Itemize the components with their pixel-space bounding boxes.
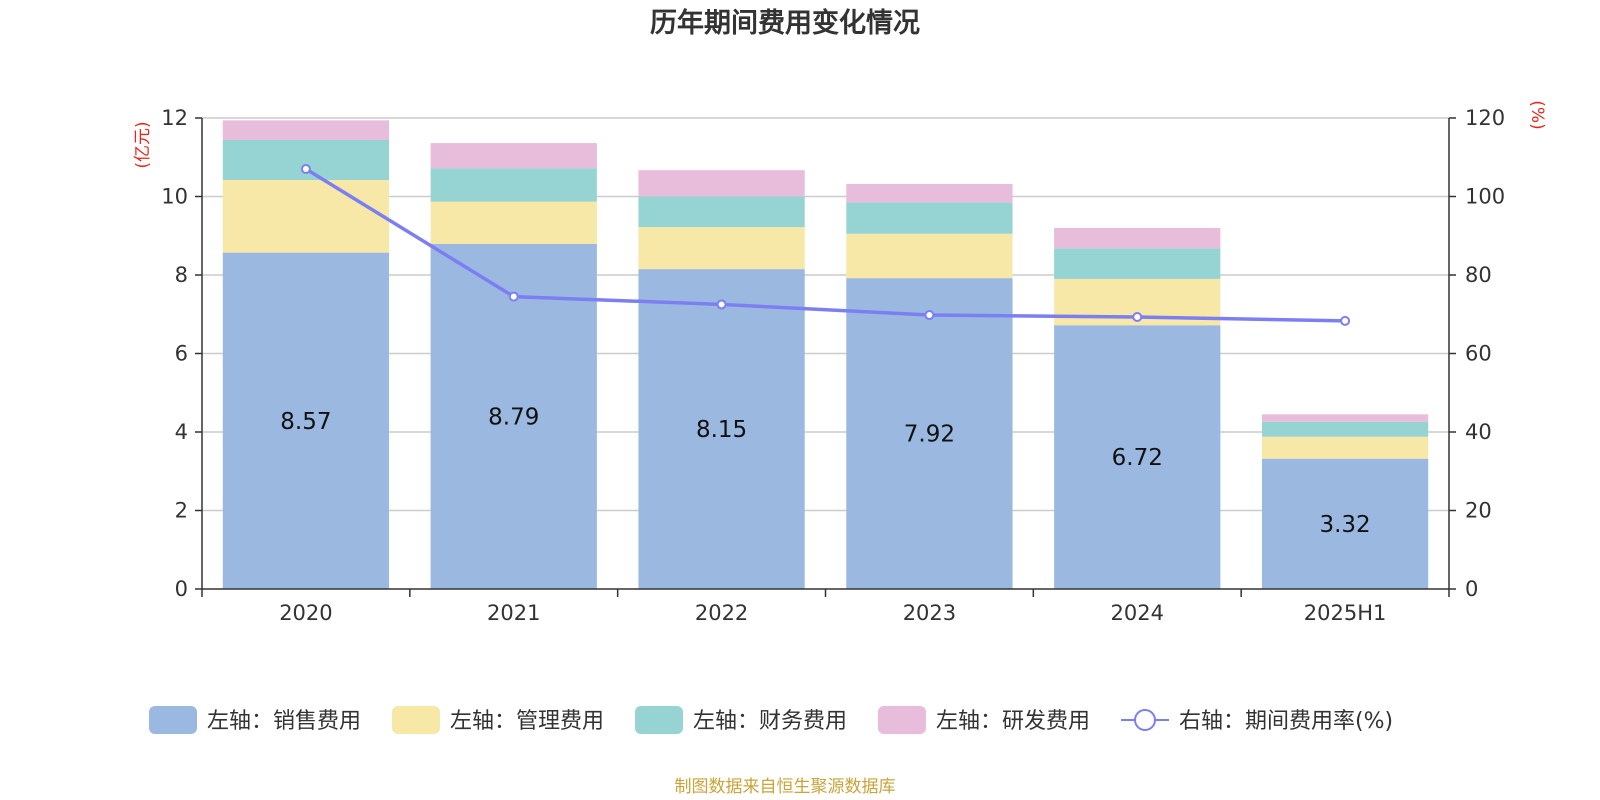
- bar-segment: [1054, 227, 1221, 249]
- rate-point: [1340, 315, 1351, 326]
- legend-item: 左轴：研发费用: [878, 706, 1090, 734]
- rate-line: [300, 164, 1351, 326]
- right-axis-tick-label: 0: [1465, 577, 1478, 601]
- left-axis-tick-label: 6: [175, 342, 188, 366]
- bar-segment: [638, 269, 805, 589]
- legend-label: 右轴：期间费用率(%): [1179, 709, 1393, 734]
- legend: 左轴：销售费用 左轴：管理费用 左轴：财务费用 左轴：研发费用 右轴：期间费用率(%): [149, 706, 1393, 734]
- bar-segment: [638, 196, 805, 228]
- legend-item: 左轴：管理费用: [392, 706, 604, 734]
- rate-point: [300, 164, 311, 175]
- bar-segment: [1054, 325, 1221, 589]
- right-axis-tick-label: 20: [1465, 499, 1492, 523]
- left-axis-tick-label: 4: [175, 420, 188, 444]
- gridlines: [202, 117, 1449, 512]
- bar-segment: [1261, 414, 1429, 422]
- right-axis-tick-label: 60: [1465, 342, 1492, 366]
- bar-data-label: 3.32: [1319, 512, 1370, 538]
- legend-item: 右轴：期间费用率(%): [1121, 709, 1393, 734]
- rate-point: [1132, 311, 1143, 322]
- bar-segment: [222, 120, 390, 140]
- left-axis-tick-label: 0: [175, 577, 188, 601]
- x-axis-tick-label: 2024: [1111, 601, 1164, 625]
- legend-item: 左轴：财务费用: [635, 706, 847, 734]
- legend-swatch: [149, 706, 197, 734]
- right-axis-tick-label: 80: [1465, 263, 1492, 287]
- bar-segment: [222, 180, 390, 253]
- bar-segment: [846, 233, 1013, 279]
- bar-segment: [846, 202, 1013, 234]
- bar-segment: [430, 143, 597, 169]
- x-axis-tick-label: 2021: [487, 601, 540, 625]
- right-axis-tick-label: 40: [1465, 420, 1492, 444]
- legend-marker-icon: [1134, 709, 1156, 731]
- left-axis-tick-label: 8: [175, 263, 188, 287]
- x-axis-tick-label: 2025H1: [1304, 601, 1387, 625]
- bar-segment: [1261, 436, 1429, 459]
- legend-label: 左轴：销售费用: [207, 709, 361, 734]
- legend-label: 左轴：财务费用: [693, 709, 847, 734]
- bar-data-label: 6.72: [1112, 445, 1163, 471]
- bars: 8.57 8.79 8.15 7.92 6.72 3.32: [222, 120, 1429, 589]
- bar-segment: [1261, 458, 1429, 589]
- legend-item: 左轴：销售费用: [149, 706, 361, 734]
- rate-point: [716, 299, 727, 310]
- rate-point: [508, 291, 519, 302]
- rate-line-path: [305, 167, 1346, 323]
- bar-segment: [638, 170, 805, 197]
- bar-data-label: 7.92: [904, 422, 955, 448]
- legend-swatch: [635, 706, 683, 734]
- right-axis-tick-label: 120: [1465, 106, 1505, 130]
- bar-segment: [638, 227, 805, 270]
- legend-label: 左轴：研发费用: [936, 709, 1090, 734]
- rate-point: [924, 310, 935, 321]
- source-text: 制图数据来自恒生聚源数据库: [675, 777, 896, 797]
- bar-data-label: 8.15: [696, 417, 747, 443]
- bar-segment: [430, 168, 597, 202]
- chart-title: 历年期间费用变化情况: [650, 7, 920, 39]
- legend-label: 左轴：管理费用: [450, 709, 604, 734]
- bar-segment: [222, 252, 390, 589]
- bar-segment: [846, 183, 1013, 203]
- left-axis-tick-label: 10: [161, 185, 188, 209]
- bar-segment: [846, 278, 1013, 589]
- x-axis-tick-label: 2023: [903, 601, 956, 625]
- bar-segment: [1261, 421, 1429, 437]
- right-axis-tick-label: 100: [1465, 185, 1505, 209]
- legend-swatch: [878, 706, 926, 734]
- bar-data-label: 8.79: [488, 404, 539, 430]
- bar-segment: [1054, 248, 1221, 279]
- x-axis-tick-label: 2022: [695, 601, 748, 625]
- legend-swatch: [392, 706, 440, 734]
- bar-segment: [430, 201, 597, 244]
- right-axis-unit: (%): [1527, 100, 1547, 129]
- x-axis-tick-label: 2020: [279, 601, 332, 625]
- left-axis-tick-label: 2: [175, 499, 188, 523]
- bar-data-label: 8.57: [280, 409, 331, 435]
- left-axis-unit: (亿元): [133, 121, 153, 168]
- left-axis-tick-label: 12: [161, 106, 188, 130]
